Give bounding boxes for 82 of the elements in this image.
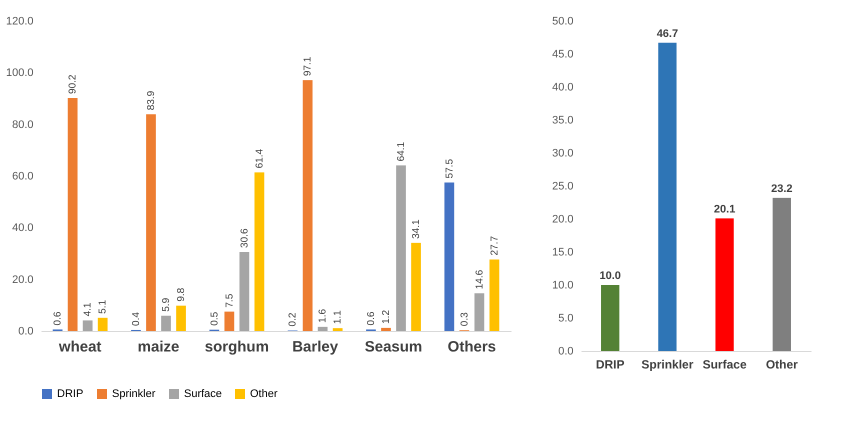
y-tick-label: 50.0 xyxy=(552,16,574,28)
x-tick-label: Other xyxy=(766,358,798,372)
y-tick-label: 60.0 xyxy=(12,170,34,182)
bar xyxy=(68,98,78,331)
data-label: 9.8 xyxy=(176,287,188,302)
y-tick-label: 100.0 xyxy=(6,67,34,80)
bar xyxy=(98,318,108,331)
legend-label: Other xyxy=(250,388,278,400)
data-label: 0.6 xyxy=(52,311,64,326)
x-tick-label: DRIP xyxy=(596,358,625,372)
legend-label: Sprinkler xyxy=(112,388,156,400)
data-label: 0.3 xyxy=(459,312,470,326)
bar xyxy=(302,80,313,331)
data-label: 90.2 xyxy=(68,74,79,94)
data-label: 1.6 xyxy=(318,308,329,323)
data-label: 57.5 xyxy=(444,158,456,178)
y-tick-label: 80.0 xyxy=(12,118,34,131)
data-label: 7.5 xyxy=(224,293,236,308)
data-label: 97.1 xyxy=(302,56,314,76)
data-label: 5.1 xyxy=(98,299,109,314)
data-label: 20.1 xyxy=(714,203,736,216)
bar xyxy=(474,293,484,331)
x-tick-label: Barley xyxy=(292,338,339,356)
data-label: 34.1 xyxy=(411,219,422,239)
bar xyxy=(254,172,264,331)
data-label: 23.2 xyxy=(771,182,793,195)
y-tick-label: 35.0 xyxy=(552,114,574,126)
y-tick-label: 15.0 xyxy=(552,246,574,258)
x-tick-label: Sprinkler xyxy=(641,358,694,372)
bar xyxy=(601,285,620,351)
data-label: 83.9 xyxy=(146,90,157,110)
x-tick-label: Seasum xyxy=(364,338,422,356)
y-tick-label: 30.0 xyxy=(552,148,574,160)
y-tick-label: 20.0 xyxy=(552,214,574,226)
bar xyxy=(224,312,234,331)
y-tick-label: 5.0 xyxy=(558,312,574,324)
x-tick-label: wheat xyxy=(58,338,102,356)
data-label: 4.1 xyxy=(82,302,94,316)
y-tick-label: 25.0 xyxy=(552,180,574,192)
data-label: 0.6 xyxy=(366,311,377,326)
data-label: 14.6 xyxy=(474,269,486,290)
bar xyxy=(715,218,734,351)
y-tick-label: 0.0 xyxy=(558,346,574,358)
data-label: 64.1 xyxy=(396,142,408,162)
data-label: 30.6 xyxy=(239,228,250,248)
data-label: 5.9 xyxy=(161,297,172,312)
bar xyxy=(489,259,500,331)
bar xyxy=(176,306,186,331)
y-tick-label: 40.0 xyxy=(552,82,574,94)
legend-label: DRIP xyxy=(57,388,84,400)
y-tick-label: 45.0 xyxy=(552,48,574,60)
bar xyxy=(161,316,171,331)
bar xyxy=(396,165,406,331)
data-label: 1.1 xyxy=(332,310,344,324)
bar xyxy=(411,242,421,331)
data-label: 1.2 xyxy=(380,310,392,324)
y-tick-label: 20.0 xyxy=(12,274,34,286)
bar xyxy=(239,252,250,331)
y-tick-label: 120.0 xyxy=(6,16,34,28)
legend-label: Surface xyxy=(184,388,222,400)
x-tick-label: maize xyxy=(138,338,180,356)
y-tick-label: 0.0 xyxy=(18,326,34,338)
data-label: 61.4 xyxy=(254,148,266,168)
x-tick-label: sorghum xyxy=(204,338,269,356)
data-label: 0.2 xyxy=(288,312,299,326)
y-tick-label: 10.0 xyxy=(552,280,574,292)
bar xyxy=(772,198,791,351)
bar xyxy=(332,328,343,331)
bar xyxy=(381,328,391,331)
data-label: 0.4 xyxy=(130,312,142,326)
x-tick-label: Others xyxy=(448,338,496,356)
bar xyxy=(318,326,328,331)
data-label: 10.0 xyxy=(599,270,621,282)
y-tick-label: 40.0 xyxy=(12,222,34,234)
data-label: 27.7 xyxy=(489,236,500,256)
bar xyxy=(146,114,156,331)
x-tick-label: Surface xyxy=(702,358,747,372)
bar xyxy=(658,42,677,351)
data-label: 0.5 xyxy=(209,311,220,326)
bar xyxy=(82,320,93,331)
bar xyxy=(444,182,454,331)
data-label: 46.7 xyxy=(656,28,678,40)
